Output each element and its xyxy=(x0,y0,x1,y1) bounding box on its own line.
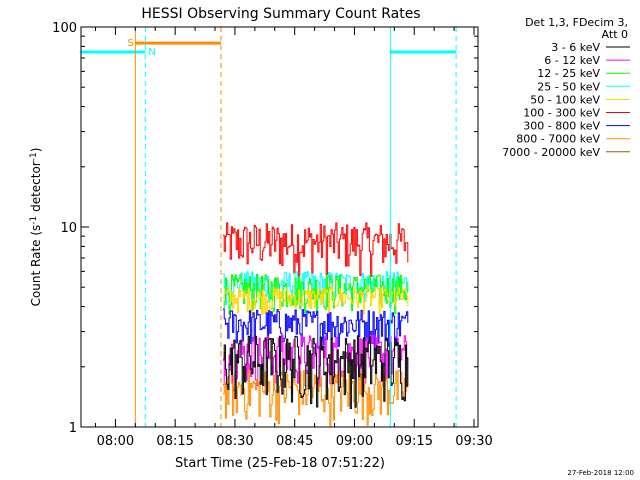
series-trace xyxy=(223,286,409,315)
flag-label: N xyxy=(148,47,155,58)
axes-layer: 1 10 100 08:00 08:15 08:30 08:45 09:00 09:15 09:3… xyxy=(52,21,493,449)
series-trace xyxy=(223,334,409,392)
flag-label: S xyxy=(127,38,133,49)
legend-entry-label: 25 - 50 keV xyxy=(537,80,600,93)
y-axis-label-part2: detector xyxy=(29,161,43,216)
y-axis-label-sup1: -1 xyxy=(29,216,39,225)
chart-title: HESSI Observing Summary Count Rates xyxy=(141,6,420,22)
series-trace xyxy=(223,274,409,315)
flags-layer: NS xyxy=(81,38,457,58)
y-axis-label: Count Rate (s-1 detector-1) xyxy=(29,148,43,307)
x-tick-label: 09:00 xyxy=(336,434,373,449)
legend-entry-label: 6 - 12 keV xyxy=(544,54,600,67)
data-layer xyxy=(223,222,409,427)
y-tick-label: 10 xyxy=(60,221,77,236)
x-tick-label: 08:15 xyxy=(156,434,193,449)
footer-date: 27-Feb-2018 12:00 xyxy=(567,469,634,477)
legend-header-1: Det 1,3, FDecim 3, xyxy=(525,16,628,29)
y-tick-label: 100 xyxy=(52,21,77,36)
legend-entry-label: 3 - 6 keV xyxy=(551,41,600,54)
legend-entry-label: 800 - 7000 keV xyxy=(516,133,600,146)
x-tick-label: 08:45 xyxy=(276,434,313,449)
legend-entry-label: 7000 - 20000 keV xyxy=(502,146,600,159)
y-axis-label-sup2: -1 xyxy=(29,152,39,161)
x-tick-label: 09:30 xyxy=(455,434,492,449)
x-tick-label: 08:00 xyxy=(97,434,134,449)
x-tick-label: 09:15 xyxy=(396,434,433,449)
legend-entry-label: 12 - 25 keV xyxy=(537,67,600,80)
legend-entry-label: 300 - 800 keV xyxy=(523,120,600,133)
series-trace xyxy=(223,222,409,277)
series-trace xyxy=(223,308,409,351)
y-tick-label: 1 xyxy=(69,421,77,436)
legend-entry-label: 50 - 100 keV xyxy=(530,93,600,106)
legend-header-2: Att 0 xyxy=(602,28,628,41)
x-tick-label: 08:30 xyxy=(216,434,253,449)
series-trace xyxy=(223,335,409,409)
y-axis-label-part1: Count Rate (s xyxy=(29,225,43,307)
legend-entry-label: 100 - 300 keV xyxy=(523,107,600,120)
x-axis-label: Start Time (25-Feb-18 07:51:22) xyxy=(175,456,385,471)
y-axis-label-part3: ) xyxy=(29,148,43,153)
series-trace xyxy=(223,369,409,427)
